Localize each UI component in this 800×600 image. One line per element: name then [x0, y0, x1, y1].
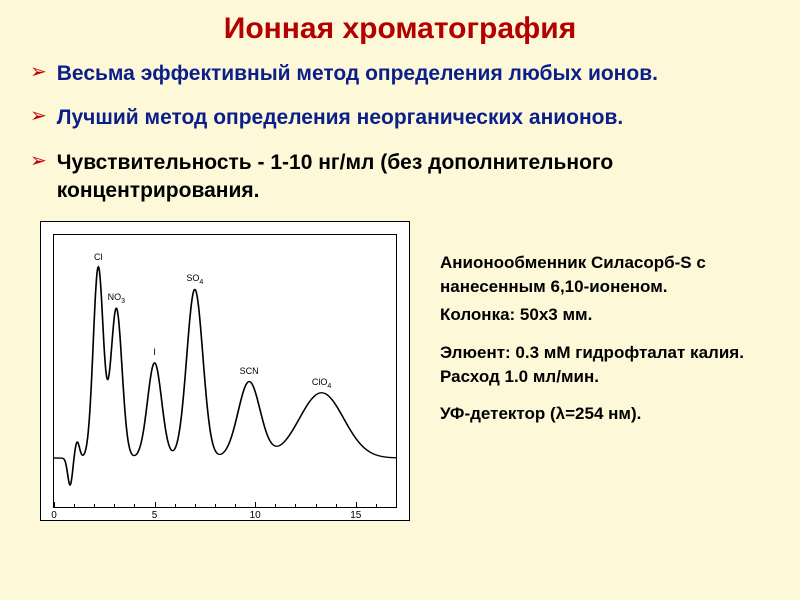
bullet-item: ➢ Чувствительность - 1-10 нг/мл (без доп…	[30, 149, 770, 206]
bullet-marker: ➢	[30, 106, 47, 126]
bullet-item: ➢ Лучший метод определения неорганически…	[30, 104, 770, 132]
peak-label: NO3	[108, 292, 125, 305]
bullet-marker: ➢	[30, 62, 47, 82]
xtick-minor	[356, 504, 357, 507]
xtick-minor	[134, 504, 135, 507]
xtick-minor	[275, 504, 276, 507]
chromatogram-chart: 0 5 10 15 Cl NO3 I SO4 SCN ClO4	[40, 221, 410, 521]
chromatogram-svg	[54, 235, 396, 507]
xtick-minor	[215, 504, 216, 507]
bullet-item: ➢ Весьма эффективный метод определения л…	[30, 60, 770, 88]
bullet-text: Весьма эффективный метод определения люб…	[57, 60, 658, 88]
xtick-minor	[295, 504, 296, 507]
xtick-label: 10	[250, 510, 261, 521]
description-line: УФ-детектор (λ=254 нм).	[440, 402, 770, 426]
bullet-text: Лучший метод определения неорганических …	[57, 104, 623, 132]
xtick-label: 0	[51, 510, 57, 521]
xtick-minor	[155, 504, 156, 507]
xtick-minor	[175, 504, 176, 507]
content-row: 0 5 10 15 Cl NO3 I SO4 SCN ClO4 Анионообменник С…	[0, 221, 800, 521]
xtick-minor	[94, 504, 95, 507]
bullet-list: ➢ Весьма эффективный метод определения л…	[0, 60, 800, 205]
description-line: Колонка: 50х3 мм.	[440, 303, 770, 327]
xtick-minor	[396, 504, 397, 507]
description-line: Элюент: 0.3 мМ гидрофталат калия. Расход…	[440, 341, 770, 389]
xtick-minor	[255, 504, 256, 507]
peak-label: SCN	[240, 366, 259, 376]
bullet-lead: Чувствительность - 1-10 нг/мл	[57, 151, 380, 174]
peak-label: Cl	[94, 252, 103, 262]
chart-description: Анионообменник Силасорб-S с нанесенным 6…	[410, 221, 770, 521]
xtick-minor	[376, 504, 377, 507]
page-title: Ионная хроматография	[0, 0, 800, 60]
xtick-minor	[114, 504, 115, 507]
xtick-minor	[195, 504, 196, 507]
description-line: Анионообменник Силасорб-S с нанесенным 6…	[440, 251, 770, 299]
peak-label: SO4	[186, 273, 203, 286]
xtick-minor	[54, 504, 55, 507]
xtick-label: 15	[350, 510, 361, 521]
xtick-label: 5	[152, 510, 158, 521]
peak-label: I	[153, 347, 156, 357]
xtick-minor	[316, 504, 317, 507]
xtick-minor	[74, 504, 75, 507]
xtick-minor	[336, 504, 337, 507]
chart-plot-area: 051015 ClNO3ISO4SCNClO4	[53, 234, 397, 508]
bullet-marker: ➢	[30, 151, 47, 171]
bullet-text: Чувствительность - 1-10 нг/мл (без допол…	[57, 149, 770, 206]
peak-label: ClO4	[312, 377, 331, 390]
xtick-minor	[235, 504, 236, 507]
